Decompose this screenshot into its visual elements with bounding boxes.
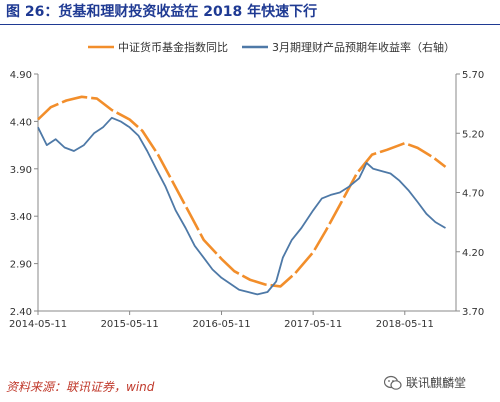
series-line-1 — [37, 95, 447, 288]
chart-title: 图 26：货基和理财投资收益在 2018 年快速下行 — [6, 4, 318, 20]
y-right-tick-label: 3.70 — [462, 307, 484, 318]
x-tick-label: 2014-05-11 — [9, 319, 67, 330]
y-left-tick-label: 2.90 — [10, 260, 32, 271]
lines — [37, 95, 447, 296]
y-right-tick-label: 5.20 — [462, 129, 484, 140]
y-right-tick-label: 5.70 — [462, 70, 484, 81]
chart: 4.90 4.40 3.90 3.40 2.90 2.40 5.70 5.20 4.70 4.20… — [9, 40, 484, 330]
x-tick-label: 2016-05-11 — [192, 319, 250, 330]
title-rule — [0, 24, 500, 25]
x-tick-label: 2017-05-11 — [284, 319, 342, 330]
y-left-tick-label: 3.40 — [10, 212, 32, 223]
wechat-icon — [384, 375, 402, 390]
y-left-tick-label: 4.90 — [10, 70, 32, 81]
legend-label-2: 3月期理财产品预期年收益率（右轴） — [272, 40, 455, 54]
watermark: 联讯麒麟堂 — [384, 374, 466, 391]
x-tick-label: 2018-05-11 — [376, 319, 434, 330]
series-line-2 — [37, 116, 446, 296]
y-right-tick-label: 4.70 — [462, 189, 484, 200]
y-left-tick-label: 3.90 — [10, 165, 32, 176]
watermark-text: 联讯麒麟堂 — [406, 376, 467, 390]
x-tick-label: 2015-05-11 — [101, 319, 159, 330]
source-note: 资料来源：联讯证券，wind — [6, 380, 155, 394]
y-right-tick-label: 4.20 — [462, 248, 484, 259]
legend: 中证货币基金指数同比 3月期理财产品预期年收益率（右轴） — [88, 40, 455, 54]
axes: 4.90 4.40 3.90 3.40 2.90 2.40 5.70 5.20 4.70 4.20… — [9, 70, 484, 330]
legend-label-1: 中证货币基金指数同比 — [118, 40, 228, 54]
y-left-tick-label: 2.40 — [10, 307, 32, 318]
y-left-tick-label: 4.40 — [10, 117, 32, 128]
